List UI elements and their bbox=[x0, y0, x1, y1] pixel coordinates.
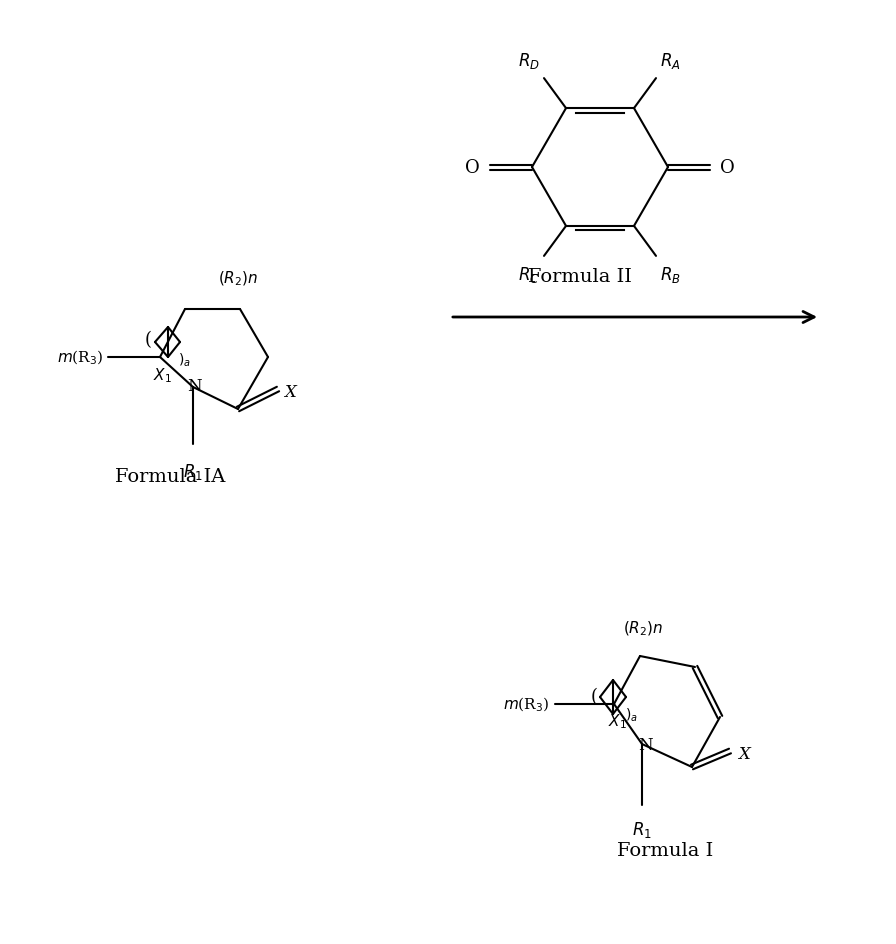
Text: Formula II: Formula II bbox=[528, 268, 632, 286]
Text: $R_1$: $R_1$ bbox=[632, 819, 652, 839]
Text: $R_C$: $R_C$ bbox=[519, 264, 540, 284]
Text: N: N bbox=[186, 379, 202, 396]
Text: N: N bbox=[638, 736, 652, 753]
Text: $)_a$: $)_a$ bbox=[625, 705, 638, 723]
Text: $R_A$: $R_A$ bbox=[660, 51, 681, 71]
Text: $(R_2)n$: $(R_2)n$ bbox=[623, 619, 663, 637]
Text: (: ( bbox=[144, 330, 151, 348]
Text: O: O bbox=[720, 159, 735, 177]
Text: X: X bbox=[284, 384, 296, 401]
Text: $R_B$: $R_B$ bbox=[660, 264, 681, 284]
Text: (: ( bbox=[590, 687, 598, 705]
Text: Formula I: Formula I bbox=[616, 841, 713, 859]
Text: $R_1$: $R_1$ bbox=[183, 462, 203, 481]
Text: $)_a$: $)_a$ bbox=[178, 351, 191, 368]
Text: $R_D$: $R_D$ bbox=[518, 51, 540, 71]
Text: $X_1$: $X_1$ bbox=[607, 712, 626, 731]
Text: $(R_2)n$: $(R_2)n$ bbox=[218, 269, 258, 288]
Text: $m$(R$_3$): $m$(R$_3$) bbox=[503, 695, 549, 714]
Text: Formula IA: Formula IA bbox=[115, 467, 225, 485]
Text: $m$(R$_3$): $m$(R$_3$) bbox=[56, 348, 103, 367]
Text: O: O bbox=[465, 159, 480, 177]
Text: X: X bbox=[738, 746, 750, 763]
Text: $X_1$: $X_1$ bbox=[152, 366, 171, 385]
